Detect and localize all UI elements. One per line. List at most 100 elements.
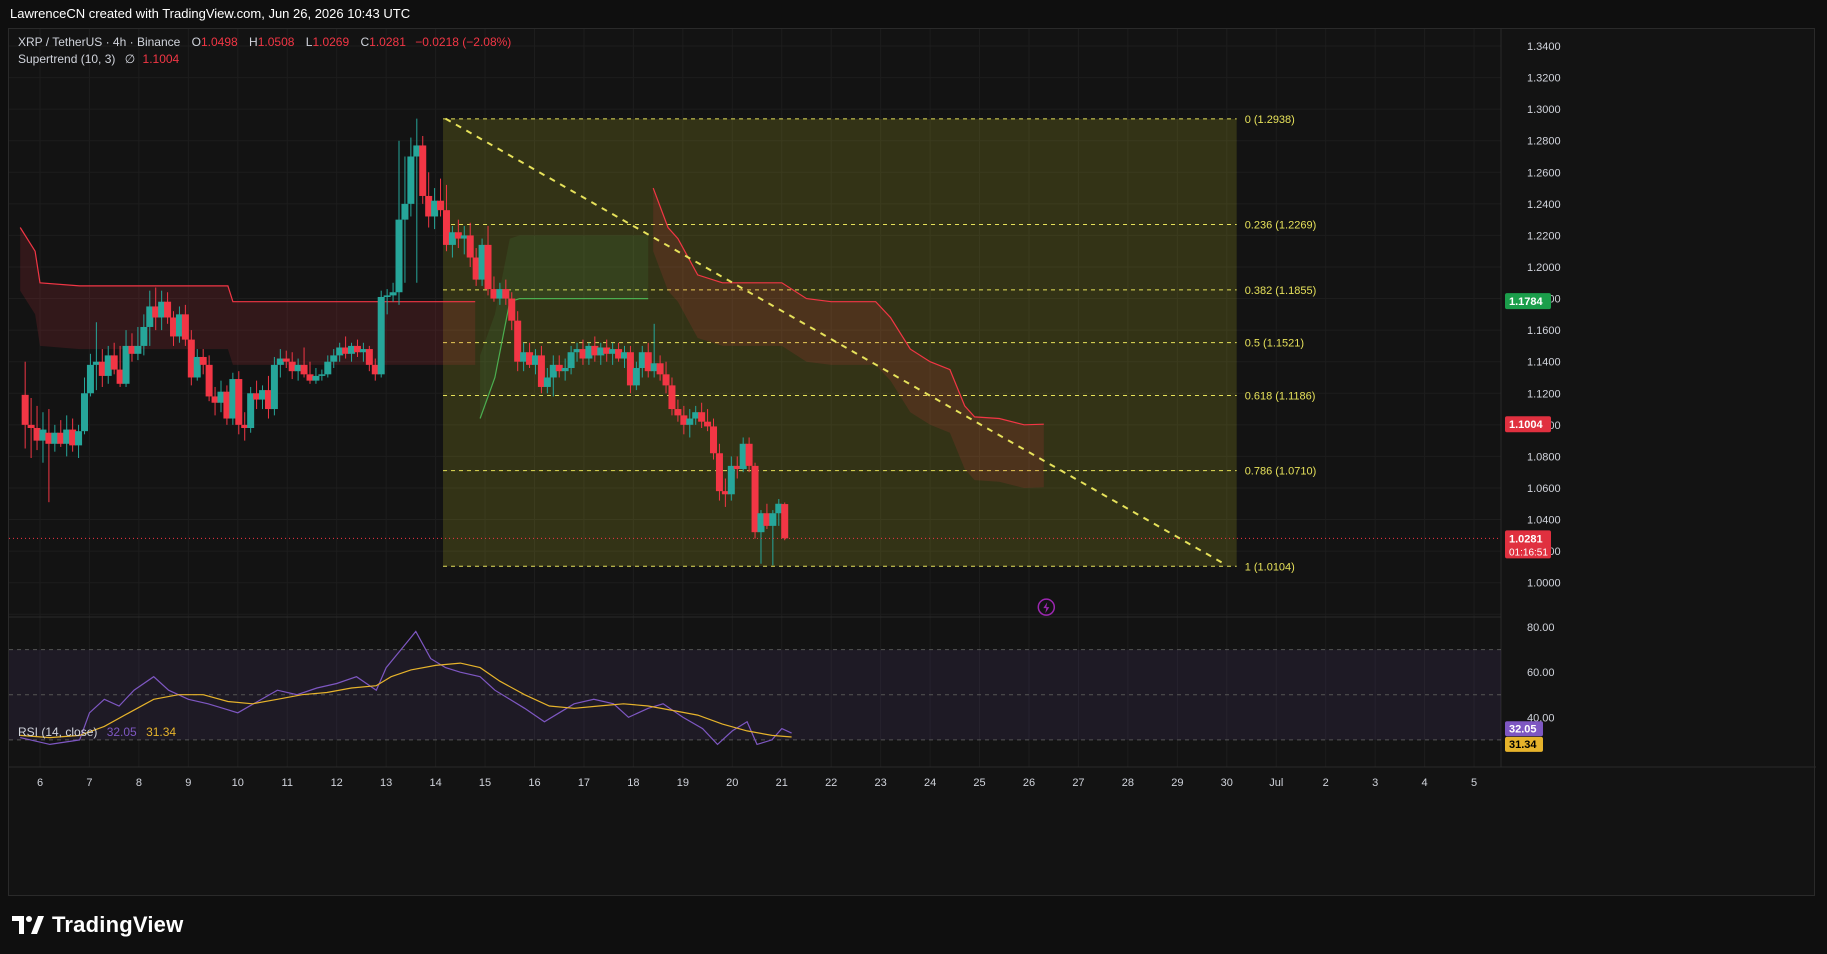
candle-body[interactable] <box>140 326 148 346</box>
candle-body[interactable] <box>715 453 723 492</box>
candle-body[interactable] <box>514 320 522 362</box>
candle-body[interactable] <box>353 345 361 353</box>
candle-body[interactable] <box>674 409 682 416</box>
candle-body[interactable] <box>181 314 189 340</box>
candle-body[interactable] <box>615 349 623 359</box>
candle-body[interactable] <box>656 363 664 375</box>
candle-body[interactable] <box>193 356 201 378</box>
candle-body[interactable] <box>721 491 729 495</box>
candle-body[interactable] <box>561 368 569 372</box>
candle-body[interactable] <box>365 349 373 365</box>
candle-body[interactable] <box>264 390 272 410</box>
rsi-label[interactable]: RSI (14, close) <box>18 725 98 739</box>
candle-body[interactable] <box>104 355 112 376</box>
indicator-label[interactable]: Supertrend (10, 3) <box>18 52 116 66</box>
candle-body[interactable] <box>152 306 160 318</box>
candle-body[interactable] <box>490 289 498 299</box>
candle-body[interactable] <box>164 301 172 318</box>
candle-body[interactable] <box>763 513 771 526</box>
tradingview-logo[interactable]: TradingView <box>12 912 183 938</box>
price-chart[interactable]: 0 (1.2938) 0.236 (1.2269) 0.382 (1.1855) 0.… <box>9 29 1816 897</box>
candle-body[interactable] <box>526 352 534 365</box>
candle-body[interactable] <box>727 465 735 495</box>
candle-body[interactable] <box>33 427 41 441</box>
candle-body[interactable] <box>650 363 658 372</box>
candle-body[interactable] <box>377 296 385 375</box>
candle-body[interactable] <box>371 364 379 375</box>
candle-body[interactable] <box>134 345 142 354</box>
candle-body[interactable] <box>502 289 510 299</box>
candle-body[interactable] <box>442 210 450 245</box>
candle-body[interactable] <box>632 368 640 386</box>
candle-body[interactable] <box>253 393 261 400</box>
candle-body[interactable] <box>425 195 433 217</box>
candle-body[interactable] <box>348 345 356 354</box>
candle-body[interactable] <box>205 364 213 397</box>
candle-body[interactable] <box>781 504 789 539</box>
candle-body[interactable] <box>478 244 486 280</box>
candle-body[interactable] <box>448 232 456 245</box>
candle-body[interactable] <box>98 361 106 376</box>
candle-body[interactable] <box>270 364 278 410</box>
candle-body[interactable] <box>223 391 231 419</box>
candle-body[interactable] <box>247 393 255 428</box>
candle-body[interactable] <box>336 347 344 356</box>
candle-body[interactable] <box>359 349 367 353</box>
candle-body[interactable] <box>638 352 646 369</box>
candle-body[interactable] <box>86 364 94 394</box>
candle-body[interactable] <box>187 339 195 378</box>
candle-body[interactable] <box>51 432 59 444</box>
candle-body[interactable] <box>686 418 694 425</box>
candle-body[interactable] <box>170 317 178 337</box>
candle-body[interactable] <box>454 232 462 239</box>
candle-body[interactable] <box>27 424 35 428</box>
candle-body[interactable] <box>769 513 777 526</box>
candle-body[interactable] <box>413 145 421 157</box>
candle-body[interactable] <box>597 347 605 356</box>
candle-body[interactable] <box>69 429 77 446</box>
candle-body[interactable] <box>57 432 65 444</box>
candle-body[interactable] <box>603 347 611 354</box>
candle-body[interactable] <box>128 345 136 354</box>
candle-body[interactable] <box>466 235 474 258</box>
candle-body[interactable] <box>484 244 492 290</box>
candle-body[interactable] <box>217 391 225 403</box>
candle-body[interactable] <box>116 369 124 384</box>
candle-body[interactable] <box>229 379 237 419</box>
candle-body[interactable] <box>395 219 403 293</box>
candle-body[interactable] <box>211 396 219 403</box>
candle-body[interactable] <box>324 361 332 375</box>
candle-body[interactable] <box>775 503 783 514</box>
candle-body[interactable] <box>276 358 284 365</box>
candle-body[interactable] <box>626 352 634 386</box>
candle-body[interactable] <box>745 443 753 466</box>
candle-body[interactable] <box>662 374 670 386</box>
candle-body[interactable] <box>609 349 617 354</box>
candle-body[interactable] <box>537 355 545 387</box>
candle-body[interactable] <box>300 364 308 375</box>
candle-body[interactable] <box>704 421 712 427</box>
candle-body[interactable] <box>668 385 676 410</box>
candle-body[interactable] <box>431 200 439 217</box>
candle-body[interactable] <box>692 412 700 419</box>
candle-body[interactable] <box>407 156 415 204</box>
candle-body[interactable] <box>175 314 183 337</box>
candle-body[interactable] <box>757 513 765 533</box>
candle-body[interactable] <box>543 377 551 387</box>
candle-body[interactable] <box>235 379 243 425</box>
candle-body[interactable] <box>81 393 89 432</box>
candle-body[interactable] <box>199 356 207 365</box>
candle-body[interactable] <box>146 306 154 327</box>
candle-body[interactable] <box>122 345 130 384</box>
candle-body[interactable] <box>579 349 587 359</box>
candle-body[interactable] <box>419 145 427 196</box>
candle-body[interactable] <box>306 374 314 381</box>
candle-body[interactable] <box>21 394 29 425</box>
candle-body[interactable] <box>63 429 71 444</box>
candle-body[interactable] <box>460 235 468 239</box>
candle-body[interactable] <box>733 465 741 470</box>
candle-body[interactable] <box>282 358 290 362</box>
candle-body[interactable] <box>241 424 249 428</box>
candle-body[interactable] <box>680 415 688 425</box>
candle-body[interactable] <box>644 352 652 372</box>
